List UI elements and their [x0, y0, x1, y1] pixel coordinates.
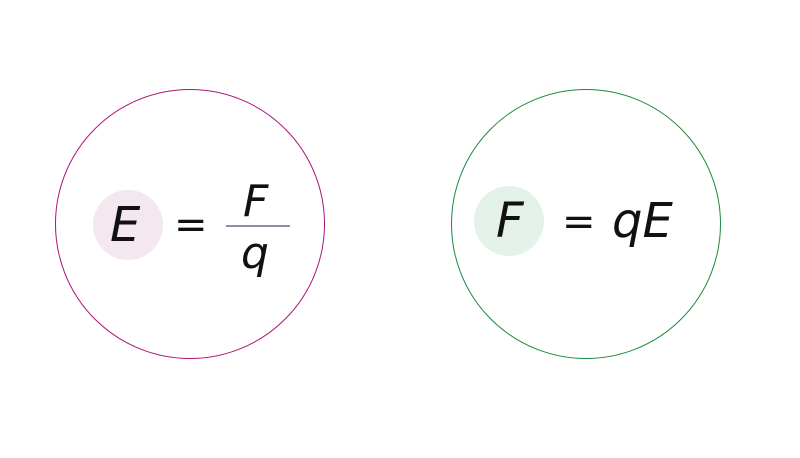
left-variable-highlight	[93, 190, 163, 260]
left-lhs-variable: E	[110, 197, 141, 253]
right-variable-highlight	[474, 186, 544, 256]
left-equals-sign: =	[174, 202, 208, 248]
right-lhs-variable: F	[496, 193, 524, 249]
right-rhs-expression: qE	[612, 193, 673, 249]
left-fraction-denominator: q	[241, 228, 269, 279]
fraction-bar	[226, 225, 290, 227]
right-equals-sign: =	[562, 199, 596, 245]
left-fraction-numerator: F	[243, 176, 269, 227]
